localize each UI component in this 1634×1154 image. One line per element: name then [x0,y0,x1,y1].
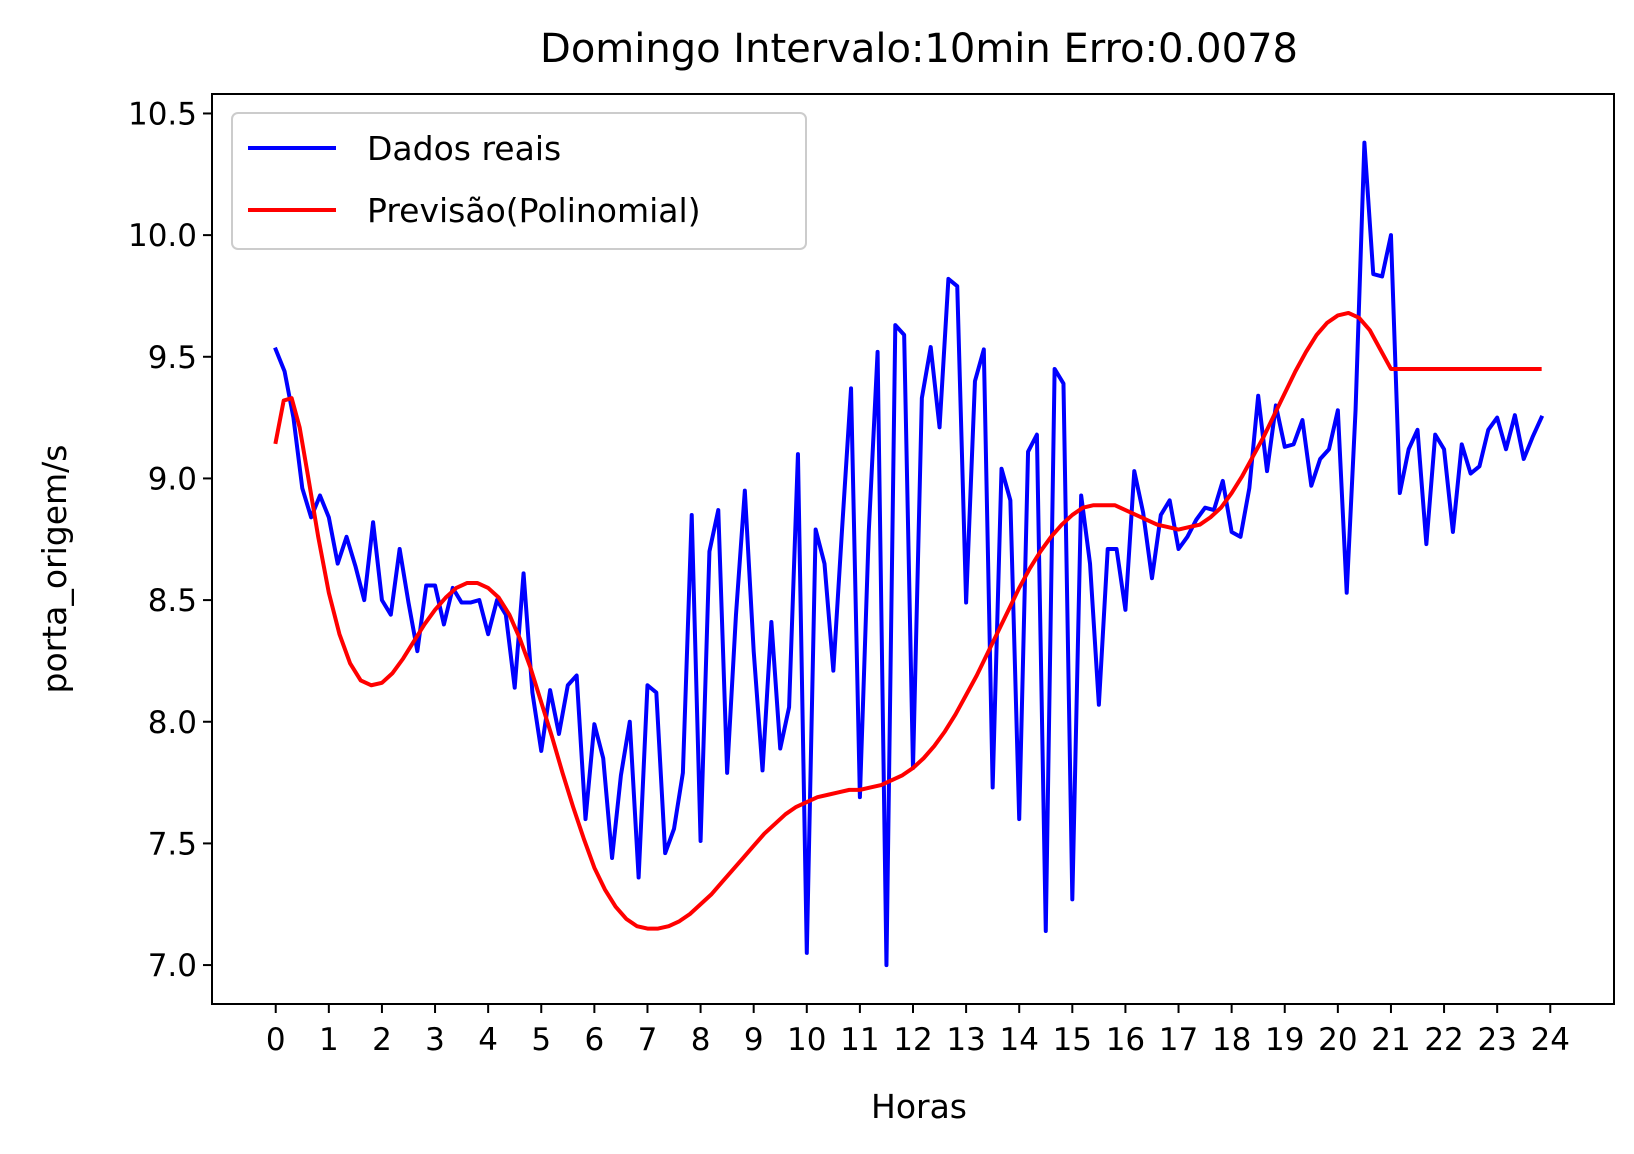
x-axis-label: Horas [871,1087,967,1126]
x-tick-label: 8 [691,1022,711,1058]
y-tick-label: 8.5 [148,583,197,619]
x-tick-label: 23 [1477,1022,1516,1058]
chart-title: Domingo Intervalo:10min Erro:0.0078 [540,26,1298,72]
x-tick-label: 15 [1053,1022,1092,1058]
x-tick-label: 11 [840,1022,879,1058]
legend-label-dados-reais: Dados reais [367,129,561,168]
x-tick-label: 22 [1424,1022,1463,1058]
legend-label-previsao: Previsão(Polinomial) [367,191,701,230]
x-tick-label: 16 [1106,1022,1145,1058]
x-tick-label: 14 [999,1022,1038,1058]
x-tick-label: 17 [1159,1022,1198,1058]
legend-box [231,112,807,250]
x-tick-label: 10 [787,1022,826,1058]
y-tick-label: 9.5 [148,340,197,376]
series-line-dados-reais [273,140,1545,968]
y-tick-label: 8.0 [148,705,197,741]
x-tick-label: 6 [584,1022,604,1058]
plot-frame [211,93,1615,1005]
y-tick-label: 10.5 [128,96,197,132]
x-tick-label: 2 [372,1022,392,1058]
x-tick-label: 0 [266,1022,286,1058]
x-tick-label: 13 [946,1022,985,1058]
x-tick-label: 24 [1531,1022,1570,1058]
x-tick-label: 5 [531,1022,551,1058]
x-tick-label: 3 [425,1022,445,1058]
x-tick-label: 20 [1318,1022,1357,1058]
x-tick-label: 18 [1212,1022,1251,1058]
y-tick-label: 7.5 [148,826,197,862]
x-tick-label: 12 [893,1022,932,1058]
x-tick-label: 21 [1371,1022,1410,1058]
x-tick-label: 19 [1265,1022,1304,1058]
plot-area: 7.07.58.08.59.09.510.010.50 1 2 3 4 5 6 7 8 9 10 11… [128,96,1570,1058]
x-tick-label: 9 [744,1022,764,1058]
x-tick-label: 1 [319,1022,339,1058]
y-tick-label: 10.0 [128,218,197,254]
x-tick-label: 4 [478,1022,498,1058]
legend: Dados reais Previsão(Polinomial) [231,112,807,250]
y-tick-label: 7.0 [148,948,197,984]
series-line-previsao [273,310,1542,931]
x-tick-label: 7 [638,1022,658,1058]
y-tick-label: 9.0 [148,461,197,497]
y-axis-label: porta_origem/s [35,445,74,694]
